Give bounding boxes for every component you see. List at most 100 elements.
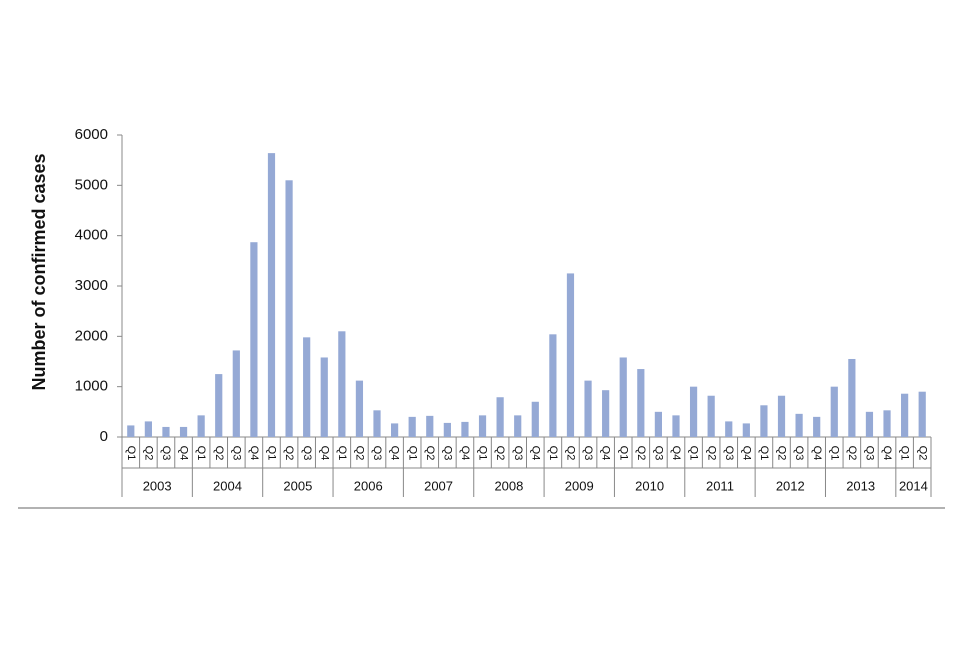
bar [742, 423, 750, 437]
x-tick-label: Q4 [248, 446, 260, 461]
bar [901, 393, 909, 437]
y-axis-title: Number of confirmed cases [29, 153, 49, 390]
year-label: 2006 [354, 478, 383, 493]
x-tick-label: Q4 [811, 446, 823, 461]
x-tick-label: Q2 [424, 446, 436, 461]
bar [549, 334, 557, 437]
bar [514, 415, 522, 437]
x-tick-label: Q3 [652, 446, 664, 461]
x-tick-label: Q4 [670, 446, 682, 461]
bar [795, 413, 803, 437]
x-tick-label: Q3 [793, 446, 805, 461]
bar [320, 357, 328, 437]
bar [566, 273, 575, 437]
x-tick-label: Q4 [881, 446, 893, 461]
bar [654, 411, 663, 437]
x-tick-label: Q2 [142, 446, 154, 461]
x-tick-label: Q1 [266, 446, 278, 461]
bar [707, 395, 715, 437]
x-tick-label: Q3 [301, 446, 313, 461]
bar [162, 426, 170, 437]
bar [478, 415, 487, 437]
x-tick-label: Q4 [459, 446, 471, 461]
x-tick-label: Q4 [318, 446, 330, 461]
bar [689, 386, 698, 437]
y-tick-label: 0 [100, 428, 108, 445]
x-tick-label: Q1 [195, 446, 207, 461]
bar [883, 410, 891, 437]
year-label: 2003 [143, 478, 172, 493]
bar [637, 369, 645, 437]
x-tick-label: Q2 [283, 446, 295, 461]
year-label: 2009 [565, 478, 594, 493]
bar [426, 415, 434, 437]
bar [672, 415, 680, 437]
x-tick-label: Q2 [354, 446, 366, 461]
year-label: 2010 [635, 478, 664, 493]
x-tick-label: Q1 [899, 446, 911, 461]
bar [408, 416, 416, 437]
bar [602, 390, 610, 437]
year-label: 2014 [899, 478, 928, 493]
x-tick-label: Q4 [178, 446, 190, 461]
y-tick-label: 2000 [75, 327, 108, 344]
bar [760, 405, 768, 437]
bar [848, 358, 856, 437]
bar [390, 423, 399, 437]
year-label: 2012 [776, 478, 805, 493]
x-tick-label: Q1 [477, 446, 489, 461]
bar [865, 411, 874, 437]
x-tick-label: Q1 [547, 446, 559, 461]
year-label: 2007 [424, 478, 453, 493]
bar [830, 386, 838, 437]
bar [777, 395, 786, 437]
x-tick-label: Q2 [776, 446, 788, 461]
bar [355, 380, 364, 437]
x-tick-label: Q4 [389, 446, 401, 461]
bar [215, 374, 223, 437]
year-label: 2005 [283, 478, 312, 493]
x-tick-label: Q4 [740, 446, 752, 461]
bar [303, 337, 311, 437]
y-tick-label: 4000 [75, 227, 108, 244]
x-tick-label: Q2 [213, 446, 225, 461]
bar [918, 391, 926, 437]
y-tick-label: 1000 [75, 378, 108, 395]
x-tick-label: Q2 [565, 446, 577, 461]
x-tick-label: Q4 [529, 446, 541, 461]
bar [443, 422, 451, 437]
x-tick-label: Q3 [864, 446, 876, 461]
bar [285, 180, 293, 438]
x-tick-label: Q3 [160, 446, 172, 461]
x-tick-label: Q2 [635, 446, 647, 461]
bar [127, 425, 135, 437]
bar [338, 331, 346, 437]
bar [144, 421, 152, 437]
bar [584, 380, 592, 437]
bar [813, 416, 821, 437]
x-tick-label: Q3 [512, 446, 524, 461]
bar [179, 426, 188, 437]
x-tick-label: Q3 [582, 446, 594, 461]
x-tick-label: Q3 [230, 446, 242, 461]
bar [496, 397, 504, 437]
x-tick-label: Q2 [916, 446, 928, 461]
x-tick-label: Q2 [494, 446, 506, 461]
year-label: 2008 [494, 478, 523, 493]
bar [373, 410, 381, 437]
bar [232, 350, 240, 437]
bar [461, 421, 469, 437]
year-label: 2011 [706, 478, 734, 493]
x-tick-label: Q4 [600, 446, 612, 461]
bar [197, 415, 205, 437]
bar [619, 357, 627, 437]
x-tick-label: Q3 [371, 446, 383, 461]
y-tick-label: 6000 [75, 126, 108, 143]
x-tick-label: Q1 [125, 446, 137, 461]
y-tick-label: 5000 [75, 176, 108, 193]
x-tick-label: Q1 [828, 446, 840, 461]
x-tick-label: Q2 [705, 446, 717, 461]
x-tick-label: Q3 [723, 446, 735, 461]
bar [267, 153, 276, 437]
